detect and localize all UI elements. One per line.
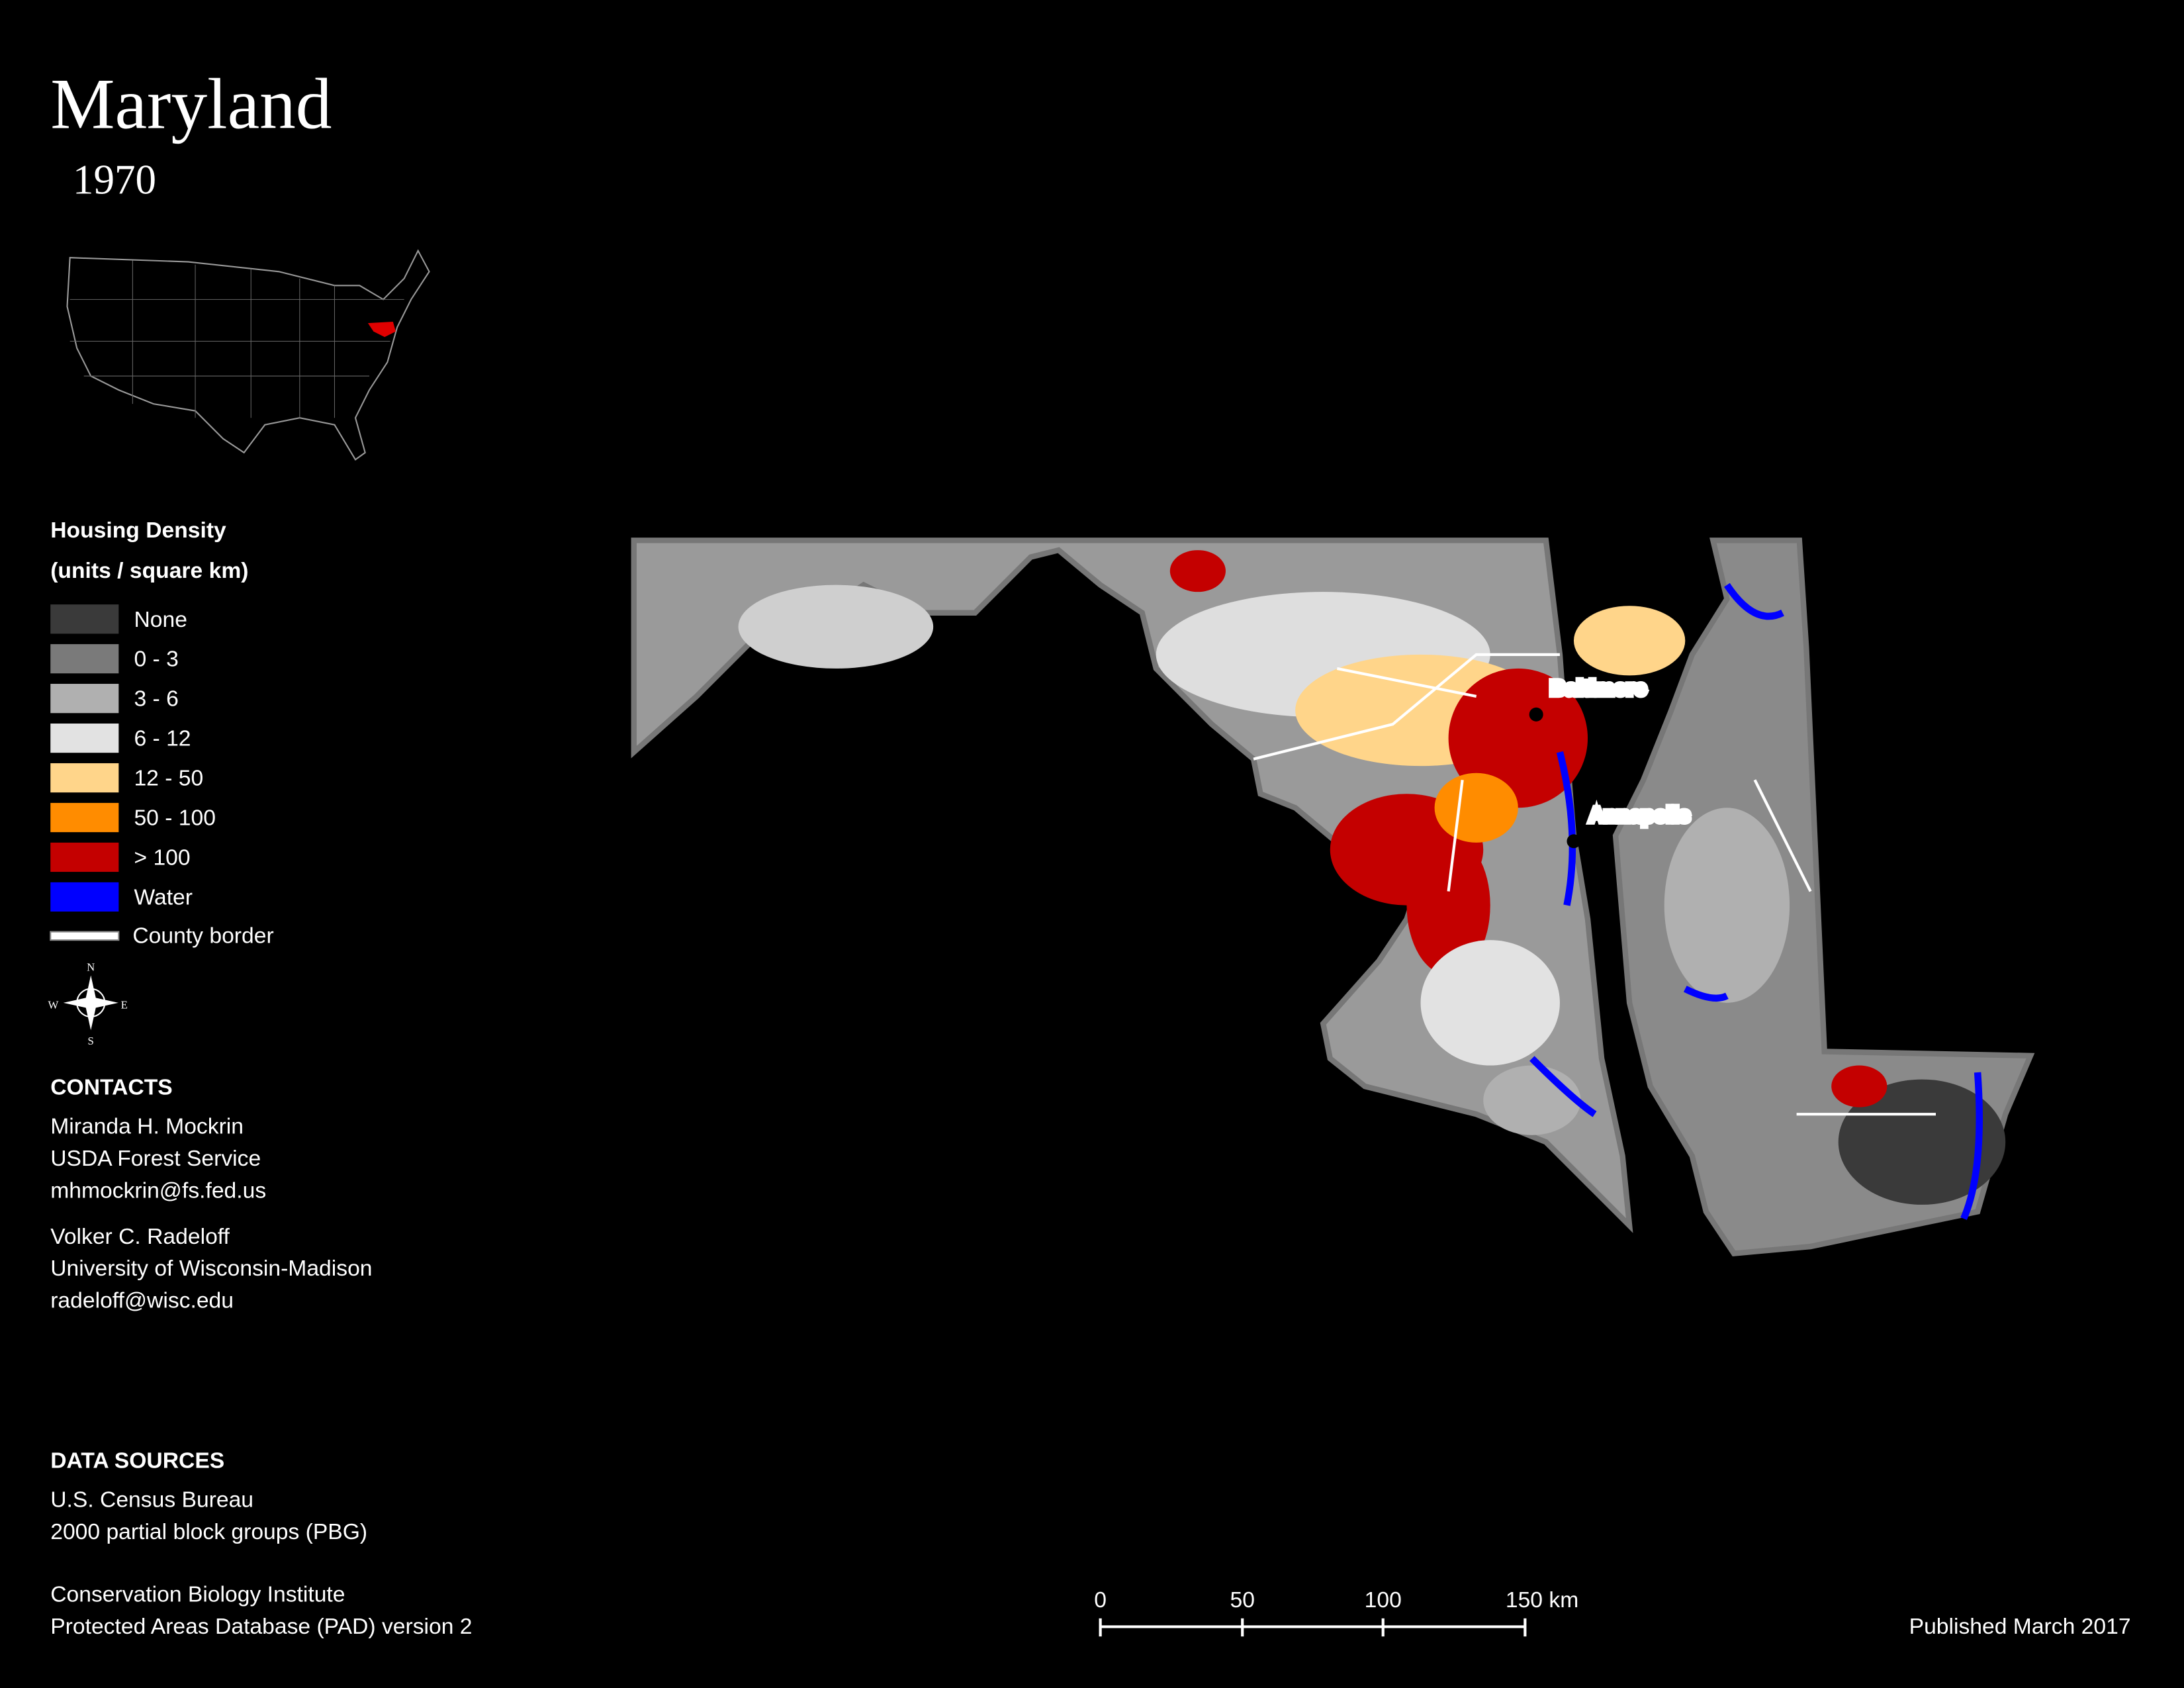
legend-label: 0 - 3 <box>134 647 178 672</box>
scale-label: 0 <box>1094 1588 1107 1613</box>
city-label: Annapolis <box>1589 802 1690 826</box>
legend-label: None <box>134 608 187 632</box>
legend-swatch <box>50 763 119 793</box>
scale-label: 150 km <box>1506 1588 1578 1613</box>
legend-swatch <box>50 604 119 634</box>
contact-line: Volker C. Radeloff <box>50 1225 230 1249</box>
compass-letter: E <box>121 998 128 1011</box>
contact-line: University of Wisconsin-Madison <box>50 1256 372 1281</box>
legend-label: 12 - 50 <box>134 767 203 791</box>
legend-swatch <box>50 931 120 941</box>
legend-swatch <box>50 724 119 753</box>
legend-subtitle: (units / square km) <box>50 559 248 583</box>
section-title: DATA SOURCES <box>50 1449 224 1474</box>
legend-swatch <box>50 644 119 674</box>
source-line: 2000 partial block groups (PBG) <box>50 1520 367 1544</box>
locator-map <box>66 249 430 461</box>
legend-label: 3 - 6 <box>134 687 178 712</box>
legend-label: 6 - 12 <box>134 727 191 751</box>
scale-label: 100 <box>1365 1588 1402 1613</box>
contact-line: Miranda H. Mockrin <box>50 1115 244 1139</box>
legend-swatch <box>50 842 119 872</box>
contact-line: USDA Forest Service <box>50 1147 261 1171</box>
section-title: CONTACTS <box>50 1076 172 1100</box>
source-line: Conservation Biology Institute <box>50 1583 345 1607</box>
legend-label: County border <box>132 923 273 948</box>
legend-label: Water <box>134 886 193 910</box>
compass-letter: S <box>88 1035 94 1047</box>
city-label: Baltimore <box>1550 676 1647 700</box>
compass-rose <box>60 972 122 1034</box>
scale-bar-line <box>1099 1618 1527 1637</box>
legend-swatch <box>50 882 119 912</box>
state-map <box>631 538 2035 1256</box>
legend-swatch <box>50 684 119 714</box>
year: 1970 <box>73 156 156 203</box>
source-line: Protected Areas Database (PAD) version 2 <box>50 1615 472 1639</box>
published: Published March 2017 <box>1909 1615 2131 1639</box>
scale-label: 50 <box>1230 1588 1255 1613</box>
legend-swatch <box>50 802 119 833</box>
legend-label: > 100 <box>134 846 190 870</box>
legend-title: Housing Density <box>50 518 226 543</box>
compass-letter: N <box>87 961 95 973</box>
contact-line: mhmockrin@fs.fed.us <box>50 1178 266 1203</box>
legend-label: 50 - 100 <box>134 806 216 831</box>
contact-line: radeloff@wisc.edu <box>50 1289 234 1313</box>
title: Maryland <box>50 64 332 144</box>
compass-letter: W <box>48 998 59 1011</box>
source-line: U.S. Census Bureau <box>50 1487 253 1512</box>
